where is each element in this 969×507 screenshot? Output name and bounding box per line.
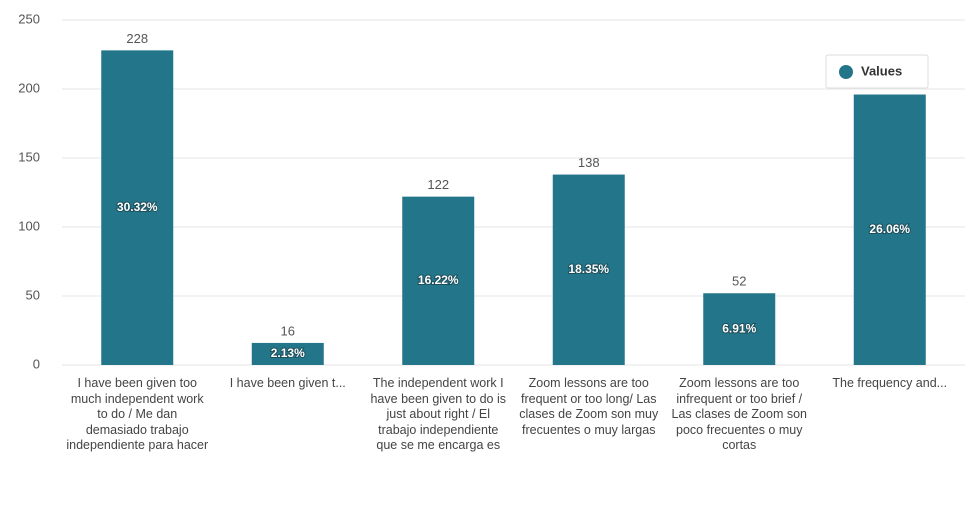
bar	[853, 94, 926, 366]
x-tick-label: I have been given too much independent w…	[66, 376, 209, 452]
bar	[101, 50, 174, 366]
bar	[251, 342, 324, 365]
legend-label: Values	[861, 63, 902, 78]
x-tick-label: The independent work I have been given t…	[370, 376, 507, 452]
bar	[402, 196, 475, 365]
value-label: 228	[126, 31, 148, 46]
percent-label: 2.13%	[271, 346, 305, 360]
percent-label: 26.06%	[869, 222, 910, 236]
y-tick-label: 0	[33, 356, 40, 371]
percent-label: 16.22%	[418, 273, 459, 287]
legend-box	[825, 54, 929, 89]
y-tick-label: 200	[18, 80, 40, 95]
bar	[703, 293, 776, 365]
y-tick-label: 100	[18, 218, 40, 233]
x-tick-label: Zoom lessons are too infrequent or too b…	[671, 376, 808, 452]
y-tick-label: 50	[26, 287, 40, 302]
value-label: 138	[578, 155, 600, 170]
x-tick-label: Zoom lessons are too frequent or too lon…	[519, 376, 659, 437]
value-label: 52	[732, 274, 746, 289]
percent-label: 30.32%	[117, 200, 158, 214]
x-tick-label: The frequency and...	[832, 376, 948, 390]
legend-swatch	[839, 65, 853, 79]
value-label: 122	[427, 177, 449, 192]
percent-label: 6.91%	[722, 321, 756, 335]
value-label: 16	[281, 323, 295, 338]
y-tick-label: 250	[18, 11, 40, 26]
bar	[552, 174, 625, 365]
y-tick-label: 150	[18, 149, 40, 164]
x-tick-label: I have been given t...	[229, 376, 346, 390]
legend: Values	[825, 54, 929, 89]
percent-label: 18.35%	[568, 262, 609, 276]
